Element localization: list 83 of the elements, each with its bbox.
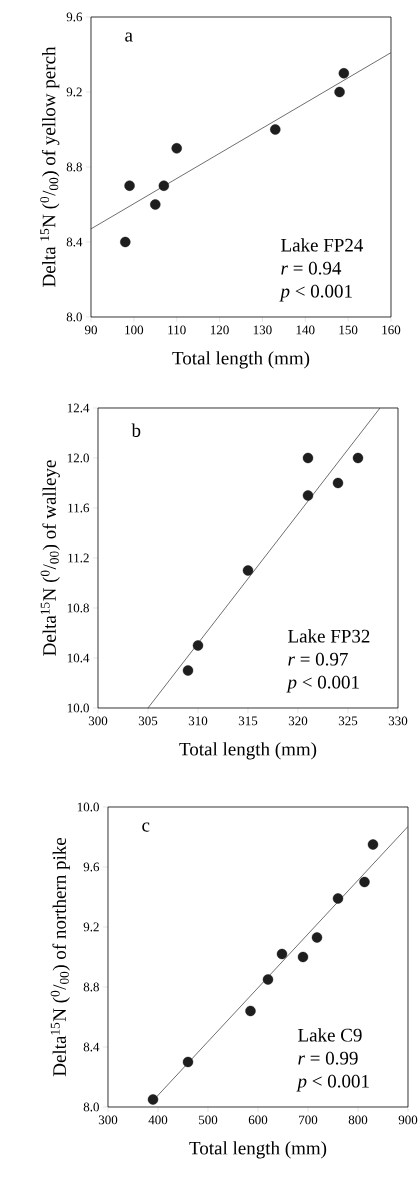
x-tick-label: 800 [348, 1115, 368, 1125]
x-tick-label: 110 [168, 325, 186, 335]
y-axis-title: Delta$^{15}$N ($^{0}$/$_{00}$) of northern pike [50, 837, 70, 1077]
y-tick-label: 8.0 [66, 312, 82, 322]
y-tick-label: 12.4 [67, 403, 90, 413]
point [120, 236, 131, 248]
y-tick-label: 10.0 [77, 802, 99, 812]
point [359, 876, 370, 888]
point [302, 452, 314, 464]
y-tick-label: 8.8 [83, 982, 99, 992]
x-tick-label: 315 [238, 716, 258, 726]
point [171, 143, 182, 154]
y-tick-label: 8.0 [83, 1102, 99, 1112]
point [147, 1094, 159, 1105]
point [192, 640, 204, 651]
x-tick-label: 310 [188, 716, 208, 726]
point [334, 86, 345, 98]
point [302, 490, 314, 501]
x-tick-label: 900 [398, 1115, 418, 1125]
point [332, 477, 344, 489]
x-tick-label: 90 [84, 325, 97, 335]
x-tick-label: 160 [382, 325, 401, 335]
y-tick-label: 9.2 [83, 922, 99, 932]
y-tick-label: 10.8 [67, 603, 89, 613]
y-tick-label: 8.4 [83, 1042, 100, 1052]
point [158, 180, 170, 191]
point [124, 180, 135, 191]
x-axis-title: Total length (mm) [179, 742, 317, 760]
x-tick-label: 320 [288, 716, 308, 726]
y-tick-label: 11.6 [68, 503, 90, 513]
y-axis-title: Delta$^{15}$N ($^{0}$/$_{00}$) of walleye [40, 460, 60, 656]
annotation: p < 0.001 [296, 1074, 369, 1092]
y-tick-label: 8.8 [66, 162, 82, 172]
y-tick-label: 10.4 [67, 653, 90, 663]
x-tick-label: 400 [148, 1115, 168, 1125]
point [338, 68, 350, 79]
point [242, 565, 254, 576]
annotation: Lake FP24 [281, 238, 364, 252]
x-tick-label: 330 [388, 716, 408, 726]
y-tick-label: 9.2 [66, 87, 82, 97]
x-tick-label: 300 [88, 716, 108, 726]
x-tick-label: 140 [296, 325, 315, 335]
x-tick-label: 305 [138, 716, 158, 726]
point [270, 124, 281, 135]
point [332, 893, 344, 904]
x-axis-title: Total length (mm) [172, 351, 310, 369]
point [150, 199, 161, 210]
x-tick-label: 500 [199, 1115, 218, 1125]
x-tick-label: 700 [299, 1115, 318, 1125]
x-tick-label: 120 [210, 325, 229, 335]
annotation: p < 0.001 [286, 675, 359, 693]
y-tick-label: 11.2 [68, 553, 89, 563]
point [367, 839, 379, 850]
y-tick-label: 12.0 [67, 453, 89, 463]
x-axis-title: Total length (mm) [189, 1141, 327, 1159]
annotation: a [125, 32, 133, 42]
y-tick-label: 9.6 [66, 12, 83, 22]
annotation: b [131, 423, 141, 437]
annotation: p < 0.001 [279, 284, 352, 302]
point [352, 452, 364, 464]
x-tick-label: 150 [339, 325, 358, 335]
x-tick-label: 300 [98, 1115, 118, 1125]
annotation: r = 0.99 [298, 1051, 358, 1065]
x-tick-label: 130 [253, 325, 272, 335]
y-axis-title: Delta $^{15}$N ($^{0}$/$_{00}$) of yellow perch [40, 46, 60, 287]
x-tick-label: 325 [338, 716, 358, 726]
annotation: r = 0.94 [281, 261, 342, 275]
annotation: Lake C9 [298, 1028, 362, 1042]
point [297, 951, 309, 963]
y-tick-label: 10.0 [67, 703, 89, 713]
x-tick-label: 100 [125, 325, 144, 335]
annotation: Lake FP32 [288, 629, 370, 643]
point [182, 665, 194, 676]
point [276, 948, 288, 960]
point [311, 932, 323, 943]
annotation: c [142, 822, 150, 832]
y-tick-label: 9.6 [83, 862, 100, 872]
annotation: r = 0.97 [288, 652, 348, 666]
y-tick-label: 8.4 [66, 237, 83, 247]
point [182, 1056, 194, 1068]
x-tick-label: 600 [248, 1115, 268, 1125]
point [262, 974, 274, 985]
point [245, 1005, 256, 1017]
